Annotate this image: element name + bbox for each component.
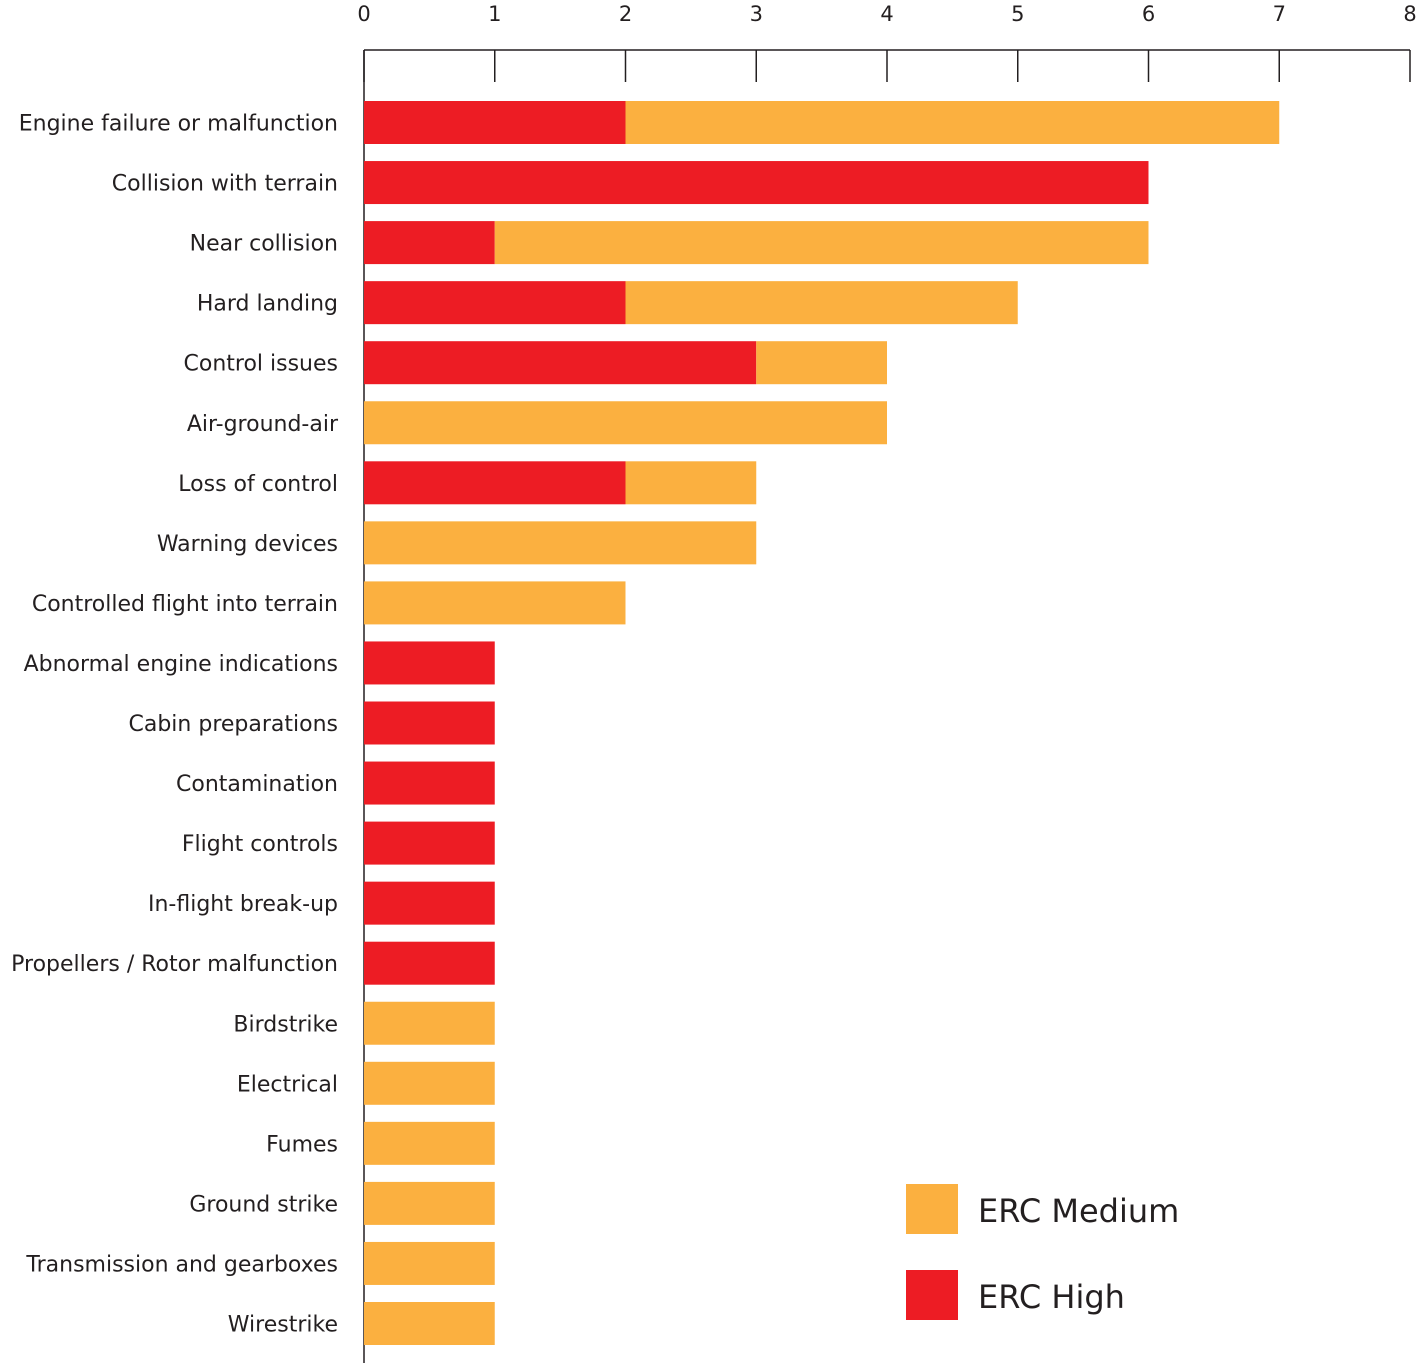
- x-tick-label: 1: [488, 2, 501, 26]
- x-tick-label: 0: [357, 2, 370, 26]
- category-label: Controlled flight into terrain: [32, 592, 338, 617]
- bar-segment-erc-high: [364, 281, 626, 325]
- bar-segment-erc-medium: [364, 401, 887, 445]
- bar-segment-erc-medium: [625, 281, 1018, 325]
- category-label: Cabin preparations: [129, 712, 339, 737]
- legend-swatch: [906, 1270, 958, 1320]
- category-label: Warning devices: [157, 532, 338, 557]
- x-axis: 0 1 2 3 4 5 6 7 8: [357, 2, 1417, 1363]
- bar-segment-erc-high: [364, 341, 757, 385]
- bar-segment-erc-high: [364, 701, 495, 745]
- category-label: Engine failure or malfunction: [19, 112, 338, 137]
- bar-segment-erc-high: [364, 941, 495, 985]
- bar-segment-erc-high: [364, 101, 626, 144]
- bar-segment-erc-high: [364, 641, 495, 685]
- category-label: Propellers / Rotor malfunction: [11, 952, 338, 977]
- category-label: Hard landing: [197, 292, 338, 317]
- bar-segment-erc-high: [364, 161, 1149, 205]
- bar-segment-erc-medium: [625, 461, 757, 505]
- bar-segment-erc-medium: [364, 1001, 495, 1045]
- x-tick-label: 3: [750, 2, 763, 26]
- category-label: Near collision: [190, 232, 338, 257]
- bar-segment-erc-medium: [364, 521, 757, 565]
- category-label: Ground strike: [189, 1192, 338, 1217]
- bar-segment-erc-medium: [364, 1241, 495, 1285]
- bar-segment-erc-medium: [364, 1061, 495, 1105]
- bar-segment-erc-medium: [364, 1121, 495, 1165]
- x-tick-label: 2: [619, 2, 632, 26]
- category-labels: Engine failure or malfunction Collision w…: [11, 112, 339, 1338]
- bar-segment-erc-high: [364, 881, 495, 925]
- bar-segment-erc-medium: [364, 581, 626, 625]
- category-label: Control issues: [184, 352, 339, 377]
- bar-segment-erc-medium: [364, 1181, 495, 1225]
- bars: [364, 101, 1280, 1345]
- x-tick-label: 5: [1011, 2, 1024, 26]
- category-label: Electrical: [237, 1072, 338, 1097]
- x-tick-label: 7: [1273, 2, 1286, 26]
- x-tick-label: 8: [1403, 2, 1416, 26]
- category-label: Transmission and gearboxes: [25, 1252, 338, 1277]
- x-tick-label: 6: [1142, 2, 1155, 26]
- bar-segment-erc-medium: [494, 221, 1149, 265]
- x-tick-label: 4: [880, 2, 893, 26]
- legend-label: ERC Medium: [978, 1192, 1179, 1230]
- category-label: Birdstrike: [233, 1012, 338, 1037]
- legend-swatch: [906, 1184, 958, 1234]
- category-label: Contamination: [176, 772, 338, 797]
- category-label: In-flight break-up: [148, 892, 338, 917]
- bar-segment-erc-high: [364, 461, 626, 505]
- category-label: Collision with terrain: [112, 172, 338, 197]
- category-label: Flight controls: [182, 832, 338, 857]
- category-label: Wirestrike: [228, 1313, 338, 1338]
- category-label: Loss of control: [178, 472, 338, 497]
- category-label: Air-ground-air: [187, 412, 339, 437]
- legend-label: ERC High: [978, 1278, 1125, 1316]
- legend: ERC Medium ERC High: [906, 1184, 1179, 1320]
- bar-segment-erc-high: [364, 821, 495, 865]
- bar-segment-erc-high: [364, 221, 495, 265]
- bar-segment-erc-high: [364, 761, 495, 805]
- category-label: Fumes: [266, 1132, 338, 1157]
- category-label: Abnormal engine indications: [24, 652, 338, 677]
- bar-segment-erc-medium: [364, 1302, 495, 1345]
- bar-segment-erc-medium: [625, 101, 1280, 144]
- bar-segment-erc-medium: [756, 341, 887, 385]
